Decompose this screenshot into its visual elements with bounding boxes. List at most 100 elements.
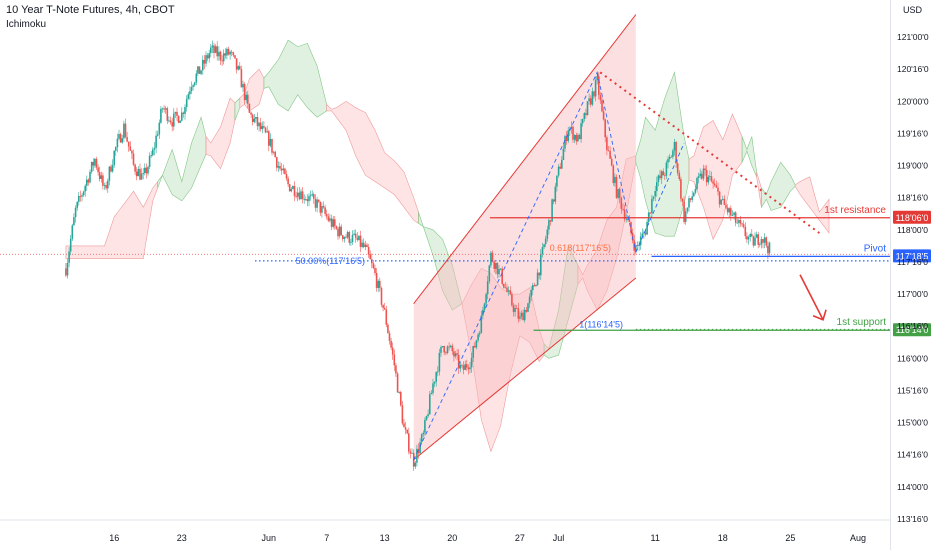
candle-body [710, 176, 713, 182]
candle-body [635, 245, 637, 251]
candle-body [715, 185, 718, 188]
candle-body [393, 354, 396, 366]
candle-body [78, 196, 80, 202]
candle-body [709, 176, 711, 177]
candle-body [372, 263, 375, 268]
candle-body [591, 91, 594, 105]
indicator-label: Ichimoku [6, 19, 47, 30]
price-tag [893, 210, 931, 224]
projection-arrow [799, 274, 824, 321]
candle-body [594, 80, 597, 97]
candle-body [540, 254, 542, 276]
candle-body [76, 201, 78, 208]
fib-label: 1(116'14'5) [579, 319, 623, 329]
candle-body [559, 166, 561, 169]
candle-body [639, 236, 642, 246]
candle-body [751, 234, 753, 237]
candle-body [699, 173, 701, 177]
candle-body [385, 309, 388, 325]
candle-body [657, 175, 660, 182]
candle-body [282, 168, 285, 171]
candle-body [390, 340, 392, 348]
candle-body [95, 158, 98, 168]
candle-body [562, 148, 565, 160]
candle-body [287, 178, 289, 185]
candle-body [377, 280, 379, 288]
x-tick-label: 27 [515, 533, 525, 543]
candle-body [435, 372, 437, 382]
candle-body [84, 185, 86, 192]
candle-body [332, 219, 334, 227]
candle-body [768, 242, 771, 254]
candle-body [660, 171, 663, 179]
candle-body [239, 66, 241, 70]
x-tick-label: 13 [380, 533, 390, 543]
candle-body [491, 252, 494, 262]
candle-body [290, 189, 293, 192]
candle-body [457, 354, 460, 369]
candle-body [168, 120, 170, 122]
candle-body [665, 162, 668, 176]
y-tick-label: 114'16'0 [897, 450, 928, 460]
candle-body [676, 163, 679, 174]
cloud-bearish [65, 180, 158, 259]
price-axis: 121'00'0 120'16'0 120'00'0 119'16'0 119'00'0… [890, 0, 929, 550]
candle-body [472, 346, 474, 358]
candle-body [420, 434, 423, 443]
candle-body [140, 173, 143, 180]
candle-body [276, 157, 278, 168]
candle-body [263, 126, 265, 128]
candle-body [274, 151, 276, 158]
candle-body [580, 123, 582, 140]
candle-body [369, 254, 371, 260]
candle-body [102, 175, 104, 186]
candle-body [404, 427, 407, 430]
candle-body [400, 392, 402, 406]
candle-body [486, 281, 489, 295]
candle-body [245, 94, 247, 101]
candle-body [132, 153, 135, 165]
candle-body [453, 351, 455, 357]
candle-body [511, 294, 513, 306]
candle-body [713, 183, 716, 186]
candle-body [87, 179, 90, 183]
candle-body [602, 111, 605, 120]
candle-body [572, 126, 574, 140]
y-tick-label: 113'16'0 [897, 514, 928, 524]
candle-body [557, 166, 560, 176]
candle-body [707, 176, 710, 183]
candle-body [549, 220, 552, 222]
candle-body [213, 45, 215, 53]
candle-body [437, 371, 439, 373]
candle-body [586, 101, 589, 115]
candle-body [496, 262, 499, 275]
candle-body [678, 173, 681, 180]
candle-body [137, 168, 140, 177]
candle-body [230, 51, 233, 53]
candle-body [544, 238, 547, 245]
candle-body [627, 218, 629, 220]
candle-body [617, 189, 619, 198]
cloud-bullish [761, 161, 796, 211]
projection-arrowhead [812, 309, 827, 321]
candle-body [190, 86, 193, 92]
candle-body [185, 99, 188, 107]
candle-body [422, 432, 425, 435]
candle-body [554, 186, 557, 202]
candle-body [108, 166, 111, 181]
candle-body [295, 196, 297, 197]
candle-body [187, 94, 190, 100]
level-name: Pivot [864, 243, 886, 254]
candle-body [411, 452, 413, 454]
candle-body [449, 345, 452, 347]
candle-body [477, 334, 479, 341]
y-tick-label: 118'16'0 [897, 193, 928, 203]
candle-body [367, 247, 370, 255]
candle-body [757, 234, 759, 245]
candle-body [443, 346, 445, 353]
candle-body [317, 199, 320, 202]
candle-body [601, 100, 603, 112]
candle-body [68, 251, 70, 263]
candle-body [375, 272, 378, 288]
